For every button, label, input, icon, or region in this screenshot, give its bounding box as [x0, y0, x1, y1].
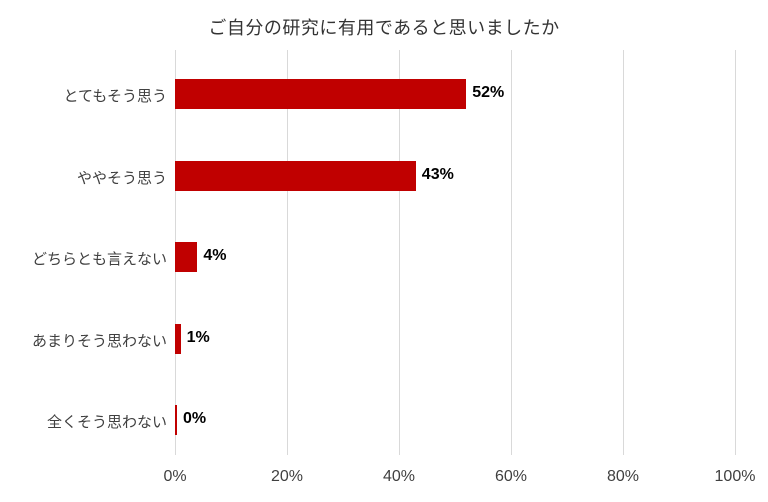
value-label: 1%	[186, 328, 210, 346]
category-label: あまりそう思わない	[31, 332, 167, 350]
x-tick-label: 20%	[270, 468, 304, 485]
gridline	[623, 50, 624, 455]
category-label: とてもそう思う	[63, 88, 167, 105]
bar-row: あまりそう思わない 1%	[0, 298, 768, 380]
gridline	[287, 50, 288, 455]
value-label: 52%	[472, 84, 505, 101]
value-label: 4%	[203, 247, 227, 265]
bar	[175, 79, 467, 109]
gridline	[735, 50, 736, 455]
bar	[175, 160, 416, 191]
bar	[175, 405, 177, 436]
x-tick-label: 0%	[163, 468, 187, 485]
value-label: 43%	[421, 165, 454, 183]
chart-title: ご自分の研究に有用であると思いましたか	[208, 18, 560, 38]
bar	[175, 323, 181, 354]
bar-row: どちらとも言えない 4%	[0, 216, 768, 298]
bar	[175, 242, 198, 273]
gridline	[399, 50, 400, 455]
value-label: 0%	[183, 410, 207, 428]
category-label: ややそう思う	[76, 169, 167, 187]
bar-row: ややそう思う 43%	[0, 135, 768, 217]
gridline	[511, 50, 512, 455]
x-tick-label: 40%	[382, 468, 416, 485]
category-label: 全くそう思わない	[46, 414, 167, 432]
x-tick-label: 60%	[494, 468, 528, 485]
category-label: どちらとも言えない	[31, 251, 167, 269]
x-tick-label: 80%	[606, 468, 640, 485]
bar-row: とてもそう思う 52%	[0, 53, 768, 135]
x-tick-label: 100%	[714, 468, 756, 485]
bar-row: 全くそう思わない 0%	[0, 379, 768, 461]
